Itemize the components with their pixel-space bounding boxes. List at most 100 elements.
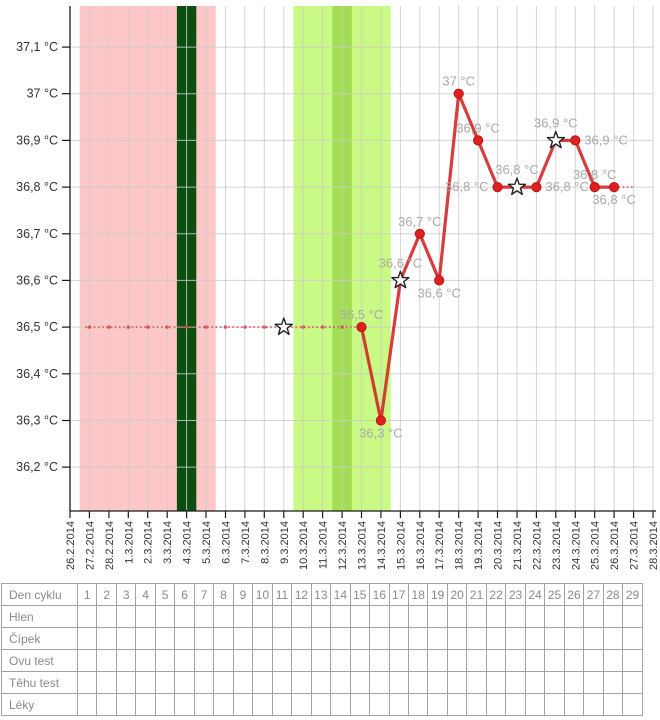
- cycle-table-cell[interactable]: [427, 693, 448, 716]
- cycle-table-cell[interactable]: [193, 693, 215, 716]
- cycle-table-cell[interactable]: [174, 693, 195, 716]
- cycle-table-cell[interactable]: [330, 671, 351, 694]
- star-marker[interactable]: [507, 177, 527, 196]
- cycle-table-cell[interactable]: [388, 671, 409, 694]
- cycle-table-cell[interactable]: [135, 693, 156, 716]
- cycle-table-cell[interactable]: [622, 671, 643, 694]
- cycle-table-cell[interactable]: [154, 671, 176, 694]
- cycle-table-cell[interactable]: [505, 605, 526, 628]
- cycle-table-cell[interactable]: [602, 693, 624, 716]
- cycle-table-cell[interactable]: [115, 693, 137, 716]
- cycle-table-cell[interactable]: [583, 649, 604, 672]
- cycle-table-cell[interactable]: [115, 627, 137, 650]
- cycle-table-cell[interactable]: [466, 649, 487, 672]
- cycle-table-cell[interactable]: [193, 649, 215, 672]
- cycle-table-cell[interactable]: [330, 627, 351, 650]
- cycle-table-cell[interactable]: [485, 671, 507, 694]
- cycle-table-cell[interactable]: [583, 671, 604, 694]
- cycle-table-cell[interactable]: [271, 649, 293, 672]
- cycle-table-cell[interactable]: [76, 649, 98, 672]
- cycle-table-cell[interactable]: [369, 671, 390, 694]
- cycle-table-cell[interactable]: [96, 605, 117, 628]
- cycle-table-cell[interactable]: [466, 671, 487, 694]
- cycle-table-cell[interactable]: [174, 649, 195, 672]
- cycle-table-cell[interactable]: [271, 627, 293, 650]
- cycle-table-cell[interactable]: [271, 671, 293, 694]
- cycle-table-cell[interactable]: [544, 693, 565, 716]
- cycle-table-cell[interactable]: [135, 605, 156, 628]
- cycle-table-cell[interactable]: [427, 627, 448, 650]
- cycle-table-cell[interactable]: [154, 693, 176, 716]
- cycle-table-cell[interactable]: [252, 605, 273, 628]
- cycle-table-cell[interactable]: [310, 649, 332, 672]
- cycle-table-cell[interactable]: [524, 671, 546, 694]
- cycle-table-cell[interactable]: [213, 605, 234, 628]
- cycle-table-cell[interactable]: [349, 693, 371, 716]
- cycle-table-cell[interactable]: [213, 627, 234, 650]
- cycle-table-cell[interactable]: [193, 605, 215, 628]
- cycle-table-cell[interactable]: [213, 693, 234, 716]
- cycle-table-cell[interactable]: [96, 671, 117, 694]
- cycle-table-cell[interactable]: [291, 605, 312, 628]
- cycle-table-cell[interactable]: [388, 627, 409, 650]
- cycle-table-cell[interactable]: [349, 671, 371, 694]
- cycle-table-cell[interactable]: [544, 605, 565, 628]
- cycle-table-cell[interactable]: [349, 627, 371, 650]
- cycle-table-cell[interactable]: [291, 693, 312, 716]
- cycle-table-cell[interactable]: [446, 605, 468, 628]
- temperature-point[interactable]: [356, 322, 367, 333]
- cycle-table-cell[interactable]: [271, 605, 293, 628]
- cycle-table-cell[interactable]: [602, 649, 624, 672]
- cycle-table-cell[interactable]: [232, 605, 254, 628]
- cycle-table-cell[interactable]: [369, 605, 390, 628]
- cycle-table-cell[interactable]: [135, 627, 156, 650]
- cycle-table-cell[interactable]: [115, 605, 137, 628]
- cycle-table-cell[interactable]: [388, 605, 409, 628]
- cycle-table-cell[interactable]: [583, 627, 604, 650]
- cycle-table-cell[interactable]: [291, 649, 312, 672]
- cycle-table-cell[interactable]: [524, 605, 546, 628]
- cycle-table-cell[interactable]: [485, 693, 507, 716]
- cycle-table-cell[interactable]: [349, 649, 371, 672]
- cycle-table-cell[interactable]: [135, 649, 156, 672]
- cycle-table-cell[interactable]: [563, 605, 585, 628]
- cycle-table-cell[interactable]: [232, 671, 254, 694]
- cycle-table-cell[interactable]: [369, 627, 390, 650]
- cycle-table-cell[interactable]: [213, 649, 234, 672]
- cycle-table-cell[interactable]: [466, 627, 487, 650]
- temperature-point[interactable]: [531, 182, 542, 193]
- cycle-table-cell[interactable]: [544, 627, 565, 650]
- cycle-table-cell[interactable]: [76, 605, 98, 628]
- cycle-table-cell[interactable]: [252, 671, 273, 694]
- cycle-table-cell[interactable]: [330, 649, 351, 672]
- temperature-point[interactable]: [414, 228, 425, 239]
- cycle-table-cell[interactable]: [602, 671, 624, 694]
- cycle-table-cell[interactable]: [96, 649, 117, 672]
- cycle-table-cell[interactable]: [154, 649, 176, 672]
- cycle-table-cell[interactable]: [252, 627, 273, 650]
- cycle-table-cell[interactable]: [115, 671, 137, 694]
- star-marker[interactable]: [274, 317, 293, 336]
- cycle-table-cell[interactable]: [407, 693, 429, 716]
- cycle-table-cell[interactable]: [96, 693, 117, 716]
- cycle-table-cell[interactable]: [544, 671, 565, 694]
- star-marker[interactable]: [546, 130, 566, 149]
- cycle-table-cell[interactable]: [466, 605, 487, 628]
- cycle-table-cell[interactable]: [446, 693, 468, 716]
- cycle-table-cell[interactable]: [544, 649, 565, 672]
- cycle-table-cell[interactable]: [622, 649, 643, 672]
- cycle-table-cell[interactable]: [76, 671, 98, 694]
- cycle-table-cell[interactable]: [524, 693, 546, 716]
- cycle-table-cell[interactable]: [563, 671, 585, 694]
- cycle-table-cell[interactable]: [252, 693, 273, 716]
- cycle-table-cell[interactable]: [485, 605, 507, 628]
- temperature-point[interactable]: [375, 415, 386, 426]
- cycle-table-cell[interactable]: [232, 693, 254, 716]
- cycle-table-cell[interactable]: [622, 627, 643, 650]
- cycle-table-cell[interactable]: [407, 627, 429, 650]
- cycle-table-cell[interactable]: [232, 627, 254, 650]
- cycle-table-cell[interactable]: [602, 627, 624, 650]
- cycle-table-cell[interactable]: [369, 649, 390, 672]
- temperature-point[interactable]: [589, 182, 600, 193]
- cycle-table-cell[interactable]: [271, 693, 293, 716]
